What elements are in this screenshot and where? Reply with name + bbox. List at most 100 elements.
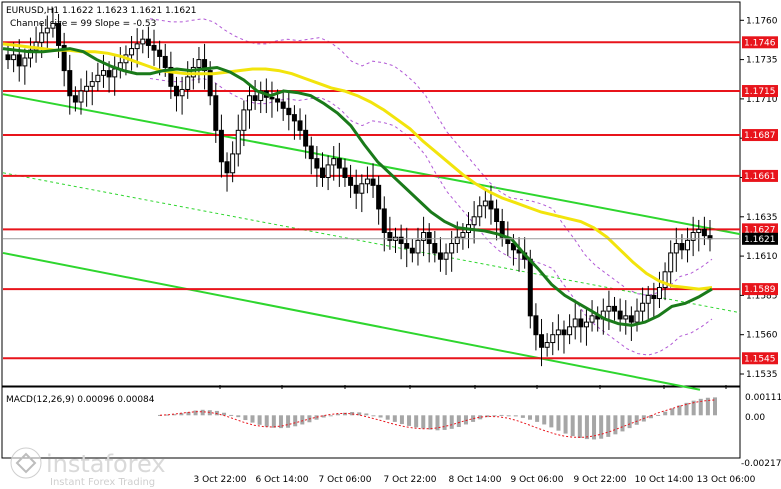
- candle-body: [331, 158, 337, 166]
- candle-body: [50, 22, 56, 29]
- macd-bar: [321, 415, 326, 418]
- level-label: 1.1746: [744, 38, 776, 48]
- candle-body: [230, 153, 236, 174]
- candle-body: [409, 247, 415, 254]
- candle-body: [640, 302, 646, 312]
- candle-body: [39, 32, 45, 43]
- candle-body: [550, 334, 556, 344]
- level-label-box: [742, 169, 778, 182]
- macd-bar: [350, 412, 355, 416]
- macd-bar: [698, 398, 703, 416]
- ma-slow-line: [2, 42, 713, 291]
- candle-body: [224, 161, 230, 174]
- level-label-box: [742, 129, 778, 142]
- macd-bar: [371, 415, 376, 417]
- macd-panel-frame: [1, 386, 741, 459]
- candle-body: [443, 252, 449, 260]
- candle-body: [27, 49, 33, 59]
- candle-body: [567, 326, 573, 336]
- candle-body: [364, 178, 370, 185]
- level-label: 1.1715: [744, 87, 776, 97]
- macd-bar: [314, 415, 319, 420]
- macd-bar: [421, 415, 426, 429]
- candle-body: [145, 38, 151, 46]
- level-label: 1.1687: [744, 131, 776, 141]
- macd-bar: [243, 415, 248, 421]
- y-tick-label: 1.1735: [746, 56, 778, 66]
- macd-signal-line: [159, 399, 716, 438]
- macd-bar: [677, 405, 682, 416]
- candle-body: [297, 120, 303, 131]
- candle-body: [454, 236, 460, 245]
- candle-body: [477, 205, 483, 218]
- macd-bar: [556, 415, 561, 431]
- y-tick-label: 1.1610: [746, 252, 778, 262]
- candle-body: [668, 252, 674, 273]
- candle-body: [106, 70, 112, 78]
- candle-body: [342, 167, 348, 178]
- candle-body: [606, 305, 612, 312]
- candle-body: [482, 200, 488, 207]
- y-axis-ticks: 1.17601.17351.17101.16851.16601.16351.16…: [740, 16, 778, 380]
- candle-body: [112, 68, 118, 78]
- macd-bar: [264, 415, 269, 427]
- candle-body: [78, 90, 84, 103]
- candle-body: [471, 216, 477, 226]
- macd-bar: [293, 415, 298, 427]
- candle-body: [690, 232, 696, 241]
- candle-body: [561, 329, 567, 336]
- macd-bar: [278, 415, 283, 429]
- candle-body: [213, 95, 219, 131]
- macd-bar: [407, 415, 412, 426]
- level-label: 1.1589: [744, 285, 776, 295]
- candle-body: [437, 252, 443, 260]
- candle-body: [151, 44, 157, 51]
- candle-body: [359, 183, 365, 194]
- candle-body: [381, 208, 387, 234]
- macd-bar: [478, 415, 483, 420]
- macd-bar: [200, 409, 205, 416]
- candle-body: [275, 98, 281, 103]
- macd-tick-bottom: -0.00217: [741, 459, 781, 469]
- level-label-box: [742, 283, 778, 296]
- macd-bar: [250, 415, 255, 423]
- candle-body: [432, 243, 438, 254]
- candle-body: [22, 57, 28, 67]
- level-label-box: [742, 85, 778, 98]
- macd-bar: [271, 415, 276, 428]
- macd-bar: [499, 414, 504, 416]
- candle-body: [387, 232, 393, 241]
- instaforex-logo: instaforex Instant Forex Trading: [10, 447, 166, 488]
- macd-bar: [613, 415, 618, 435]
- macd-bar: [214, 410, 219, 416]
- logo-brand-text: instaforex: [46, 450, 166, 478]
- candle-body: [398, 236, 404, 245]
- candle-body: [67, 70, 73, 97]
- candle-body: [488, 200, 494, 210]
- candle-body: [583, 321, 589, 328]
- candle-body: [173, 85, 179, 97]
- candle-body: [499, 221, 505, 238]
- x-tick-label: 6 Oct 14:00: [256, 475, 309, 485]
- macd-bar: [463, 415, 468, 425]
- candle-body: [280, 101, 286, 109]
- candle-body: [460, 232, 466, 238]
- macd-bar: [670, 408, 675, 416]
- candle-body: [44, 27, 50, 34]
- x-tick-label: 13 Oct 06:00: [697, 475, 756, 485]
- candle-body: [662, 271, 668, 289]
- macd-bar: [627, 415, 632, 429]
- macd-bar: [165, 414, 170, 416]
- candle-body: [89, 81, 95, 87]
- macd-bar: [471, 415, 476, 422]
- candle-body: [696, 228, 702, 234]
- candle-body: [5, 54, 11, 61]
- candle-body: [246, 95, 252, 111]
- candle-body: [679, 243, 685, 251]
- candle-body: [645, 294, 651, 304]
- candle-body: [168, 66, 174, 87]
- macd-bar: [577, 415, 582, 438]
- candle-body: [617, 310, 623, 320]
- macd-bar: [328, 415, 333, 417]
